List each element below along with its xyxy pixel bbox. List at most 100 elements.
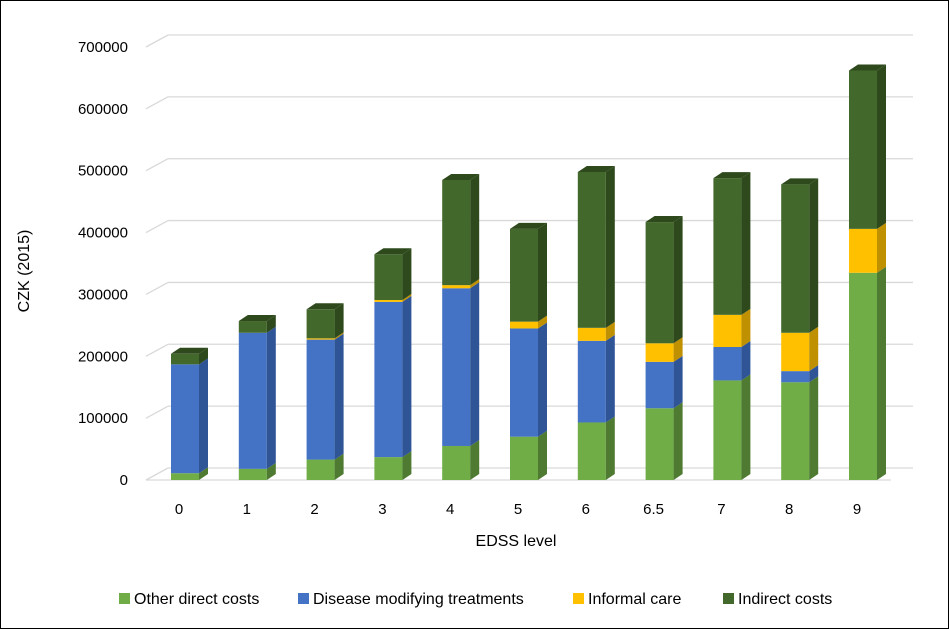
bar-informal-care [849,228,877,273]
x-tick-label: 1 [243,501,251,518]
bar-side-other-direct-costs [402,451,412,480]
gridline-depth [145,343,169,357]
bar-side-informal-care [809,326,819,372]
bar-side-other-direct-costs [199,467,208,480]
bar-top-indirect-costs [510,222,547,229]
legend-label: Indirect costs [738,591,832,608]
bar-indirect-costs [238,321,267,333]
bar-side-indirect-costs [402,248,412,300]
bar-side-disease-modifying-treatments [334,333,344,460]
bar-disease-modifying-treatments [577,340,606,423]
bar-top-indirect-costs [374,248,412,255]
bar-informal-care [306,338,335,340]
bar-top-indirect-costs [645,216,683,223]
legend-swatch [573,593,584,604]
bar-side-indirect-costs [741,172,751,315]
bar-side-informal-care [741,308,751,348]
bar-side-other-direct-costs [266,462,276,480]
bar-disease-modifying-treatments [306,339,335,460]
x-tick-label: 8 [785,501,793,518]
bar-top-indirect-costs [306,303,344,310]
bar-stack-8 [781,178,819,480]
bar-side-disease-modifying-treatments [402,295,412,458]
bar-side-other-direct-costs [538,430,547,480]
legend-label: Disease modifying treatments [313,591,524,608]
bar-other-direct-costs [238,468,267,480]
legend-label: Informal care [588,591,681,608]
y-tick-label: 400000 [78,225,128,242]
bar-side-disease-modifying-treatments [605,334,615,423]
bar-disease-modifying-treatments [442,288,471,446]
bars [171,64,886,480]
bar-stack-1 [238,315,276,480]
bar-side-indirect-costs [538,222,547,322]
y-tick-label: 600000 [78,101,128,118]
x-tick-label: 6 [582,501,590,518]
y-tick-label: 100000 [78,410,128,427]
bar-indirect-costs [849,70,877,229]
legend-swatch [298,593,309,604]
legend-swatch [723,593,734,604]
bar-other-direct-costs [442,445,471,480]
bar-other-direct-costs [306,459,335,480]
x-tick-label: 5 [514,501,522,518]
x-tick-label: 0 [175,501,183,518]
bar-side-indirect-costs [199,347,208,365]
bar-stack-2 [306,303,344,480]
bar-side-disease-modifying-treatments [266,326,276,469]
bar-informal-care [510,321,538,329]
bar-other-direct-costs [713,380,742,480]
bar-side-other-direct-costs [334,453,344,480]
x-tick-label: 9 [853,501,861,518]
bar-side-informal-care [673,337,683,362]
bar-other-direct-costs [577,422,606,480]
gridline-depth [145,281,169,295]
bar-other-direct-costs [374,457,403,480]
bar-disease-modifying-treatments [238,332,267,469]
x-axis-ticks: 0 1 2 3 4 5 6 6.5 7 8 9 [175,501,861,518]
bar-other-direct-costs [510,436,538,480]
bar-informal-care [781,332,810,372]
bar-side-other-direct-costs [673,402,683,480]
bar-side-informal-care [538,315,547,329]
bar-stack-5 [510,222,547,480]
bar-side-indirect-costs [470,173,480,286]
bar-side-other-direct-costs [741,374,751,480]
bar-informal-care [577,327,606,341]
bar-informal-care [713,314,742,348]
gridline-depth [145,34,169,48]
bar-side-disease-modifying-treatments [741,341,751,381]
bar-side-disease-modifying-treatments [199,358,208,474]
bar-stack-6 [577,165,615,480]
bar-side-disease-modifying-treatments [673,355,683,409]
y-tick-label: 0 [120,472,128,489]
bar-disease-modifying-treatments [781,371,810,383]
bar-top-indirect-costs [238,315,276,322]
bar-side-indirect-costs [673,216,683,344]
bar-side-informal-care [470,279,480,289]
bar-stack-6.5 [645,216,683,480]
bar-disease-modifying-treatments [171,364,199,474]
bar-side-other-direct-costs [470,439,480,480]
x-tick-label: 7 [717,501,725,518]
bar-side-indirect-costs [809,178,819,333]
bar-informal-care [442,285,471,289]
bar-top-indirect-costs [713,172,751,179]
bar-side-informal-care [605,321,615,341]
bar-indirect-costs [577,171,606,328]
legend: Other direct costs Disease modifying trea… [119,591,832,608]
bar-side-other-direct-costs [605,416,615,480]
y-tick-label: 700000 [78,39,128,56]
x-tick-label: 4 [446,501,454,518]
y-axis-title: CZK (2015) [16,230,33,313]
bar-stack-4 [442,173,480,480]
bar-informal-care [374,299,403,302]
bar-indirect-costs [645,222,674,344]
bar-indirect-costs [781,184,810,333]
bar-side-disease-modifying-treatments [538,322,547,437]
gridline-depth [145,467,169,481]
y-tick-label: 200000 [78,348,128,365]
bar-top-indirect-costs [781,178,819,185]
bar-indirect-costs [374,254,403,300]
